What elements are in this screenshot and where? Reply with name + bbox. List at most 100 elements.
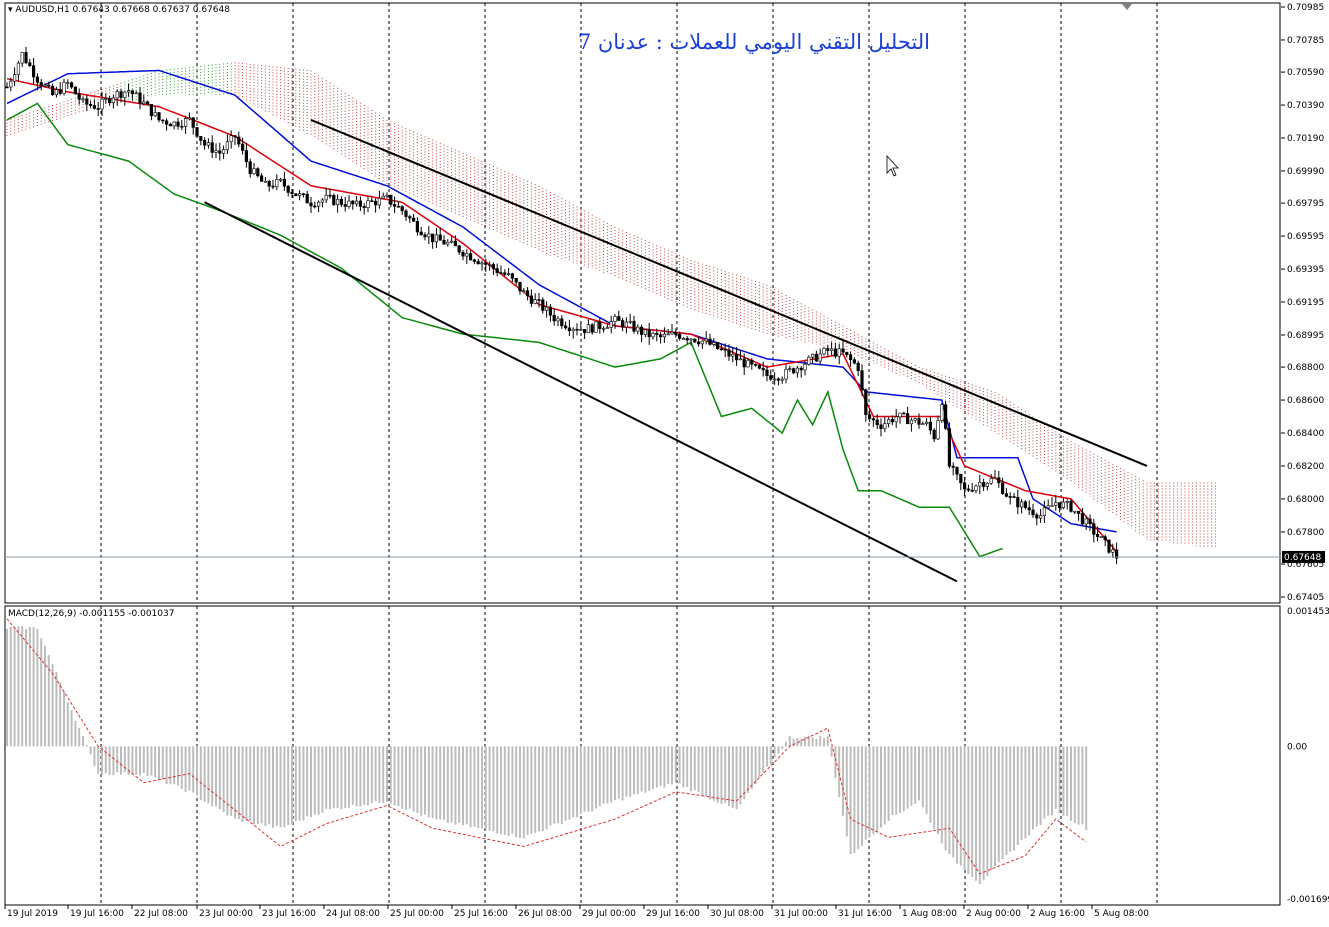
macd-bar [952, 746, 955, 858]
macd-bar [291, 746, 293, 825]
macd-bar [321, 746, 324, 813]
macd-bar [526, 746, 529, 835]
candle-body [974, 485, 978, 491]
macd-bar [940, 746, 943, 844]
candle-body [461, 251, 465, 257]
candle-body [742, 358, 746, 368]
macd-bar [731, 746, 734, 808]
macd-bar [826, 736, 829, 747]
symbol-dropdown-icon[interactable]: ▾ [8, 5, 13, 15]
macd-bar [47, 655, 50, 747]
macd-bar [576, 746, 578, 818]
candle-body [351, 200, 355, 205]
macd-bar [614, 746, 616, 801]
macd-bar [226, 746, 229, 816]
macd-bar [781, 746, 784, 750]
time-label: 5 Aug 08:00 [1094, 909, 1149, 919]
candle-body [795, 367, 799, 374]
candle-body [199, 136, 203, 141]
macd-bar [728, 746, 730, 807]
macd-bar [819, 735, 822, 747]
candle-body [339, 198, 344, 205]
macd-bar [150, 746, 153, 776]
candle-body [981, 482, 986, 487]
candle-body [16, 62, 21, 75]
macd-bar [994, 746, 996, 867]
ichimoku-cloud [6, 62, 1216, 549]
candle-body [883, 423, 887, 430]
macd-bar [701, 746, 704, 797]
candle-body [453, 240, 458, 247]
candle-body [541, 299, 545, 311]
candle-body [218, 150, 222, 154]
candle-body [639, 326, 644, 335]
candle-body [408, 216, 412, 219]
macd-bar [1047, 746, 1050, 816]
candle-body [54, 89, 58, 96]
candle-body [5, 86, 9, 89]
candle-body [829, 348, 834, 351]
price-label: 0.70590 [1287, 68, 1324, 78]
candle-body [552, 314, 556, 322]
macd-bar [1051, 746, 1053, 816]
macd-bar [1054, 746, 1057, 809]
macd-bar [868, 746, 871, 838]
macd-bar [55, 672, 58, 747]
candle-body [727, 349, 731, 357]
macd-bar [192, 746, 195, 793]
candle-body [677, 334, 682, 339]
candle-body [1042, 507, 1046, 516]
macd-bar [1028, 746, 1031, 836]
candle-body [959, 473, 963, 484]
macd-bar [788, 736, 791, 747]
candle-body [377, 197, 382, 206]
macd-bar [655, 746, 658, 788]
macd-bar [44, 645, 46, 747]
candle-body [826, 348, 830, 351]
macd-bar [496, 746, 499, 834]
candle-body [681, 338, 685, 340]
macd-bar [25, 629, 27, 747]
macd-bar [253, 746, 255, 825]
candle-body [620, 320, 625, 328]
macd-bar [161, 746, 164, 780]
candle-body [993, 477, 997, 480]
macd-bar [184, 746, 187, 793]
macd-bar [697, 746, 700, 793]
candle-body [894, 416, 898, 423]
macd-bar [1005, 746, 1008, 855]
macd-bar [621, 746, 624, 801]
macd-bar [838, 746, 841, 798]
candle-body [256, 168, 260, 177]
macd-bar [348, 746, 350, 808]
candle-body [165, 120, 169, 125]
macd-bar [925, 746, 928, 815]
macd-bar [617, 746, 620, 799]
macd-bar [454, 746, 457, 825]
candle-body [225, 141, 230, 150]
macd-bar [306, 746, 309, 817]
macd-bar [872, 746, 875, 835]
macd-bar [386, 746, 388, 803]
candle-body [210, 142, 214, 153]
candle-body [328, 194, 332, 197]
candle-body [962, 482, 967, 490]
macd-bar [853, 746, 856, 854]
macd-bar [370, 746, 373, 804]
macd-bar [446, 746, 449, 824]
candle-body [966, 488, 970, 491]
candle-body [115, 91, 119, 99]
candle-body [731, 354, 735, 357]
price-label: 0.68800 [1287, 363, 1324, 373]
macd-bar [135, 746, 138, 775]
macd-bar [6, 628, 8, 747]
candle-body [343, 204, 347, 207]
candle-body [799, 367, 803, 371]
candle-body [860, 370, 864, 391]
candle-body [947, 428, 951, 467]
candle-body [50, 85, 55, 96]
candle-body [647, 329, 651, 338]
macd-bar [36, 628, 39, 747]
macd-bar [659, 746, 662, 786]
